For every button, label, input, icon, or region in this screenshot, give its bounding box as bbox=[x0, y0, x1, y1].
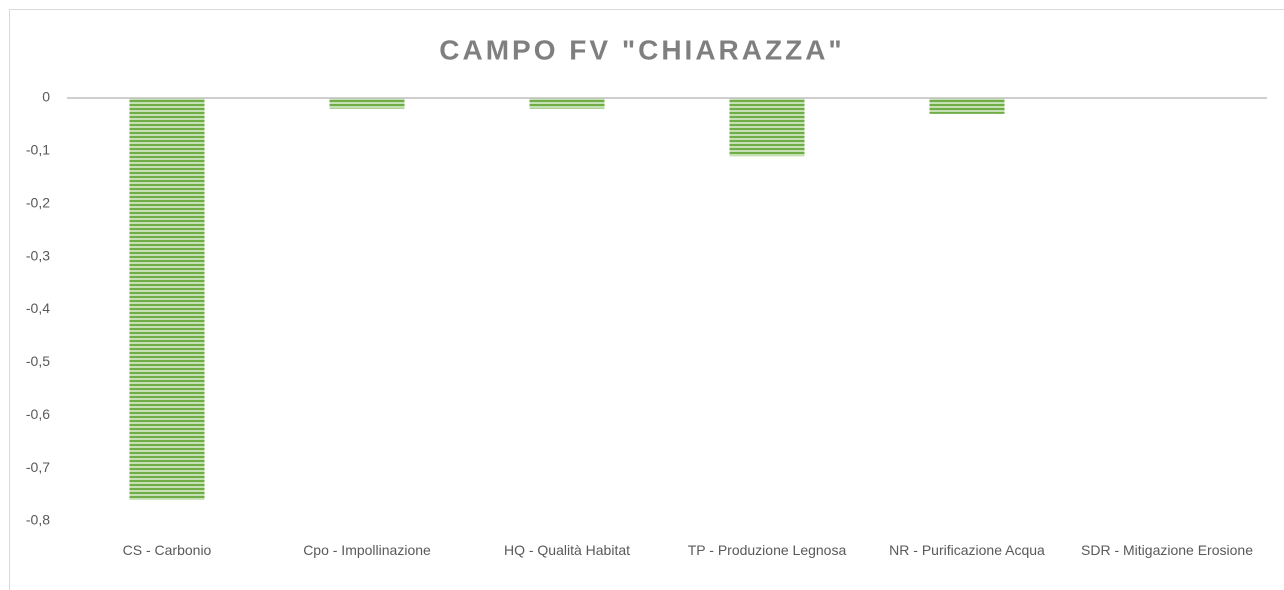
bar bbox=[329, 98, 405, 109]
bar bbox=[929, 98, 1005, 114]
y-tick-label: -0,1 bbox=[26, 142, 50, 158]
chart-border bbox=[9, 9, 1284, 590]
bar bbox=[729, 98, 805, 157]
y-tick-label: -0,4 bbox=[26, 300, 50, 316]
y-tick-label: -0,8 bbox=[26, 512, 50, 528]
y-tick-label: -0,5 bbox=[26, 353, 50, 369]
x-tick-label: HQ - Qualità Habitat bbox=[503, 542, 631, 558]
chart-title: CAMPO FV "CHIARAZZA" bbox=[439, 34, 844, 65]
y-tick-label: 0 bbox=[42, 89, 50, 105]
x-tick-label: Cpo - Impollinazione bbox=[303, 542, 431, 558]
x-tick-label: NR - Purificazione Acqua bbox=[889, 542, 1045, 558]
x-tick-label: TP - Produzione Legnosa bbox=[687, 542, 847, 558]
y-tick-label: -0,7 bbox=[26, 459, 50, 475]
bar bbox=[529, 98, 605, 109]
y-tick-label: -0,2 bbox=[26, 194, 50, 210]
y-tick-label: -0,3 bbox=[26, 247, 50, 263]
y-tick-label: -0,6 bbox=[26, 406, 50, 422]
x-tick-label: CS - Carbonio bbox=[122, 542, 212, 558]
x-tick-label: SDR - Mitigazione Erosione bbox=[1081, 542, 1253, 558]
bar bbox=[129, 98, 205, 500]
